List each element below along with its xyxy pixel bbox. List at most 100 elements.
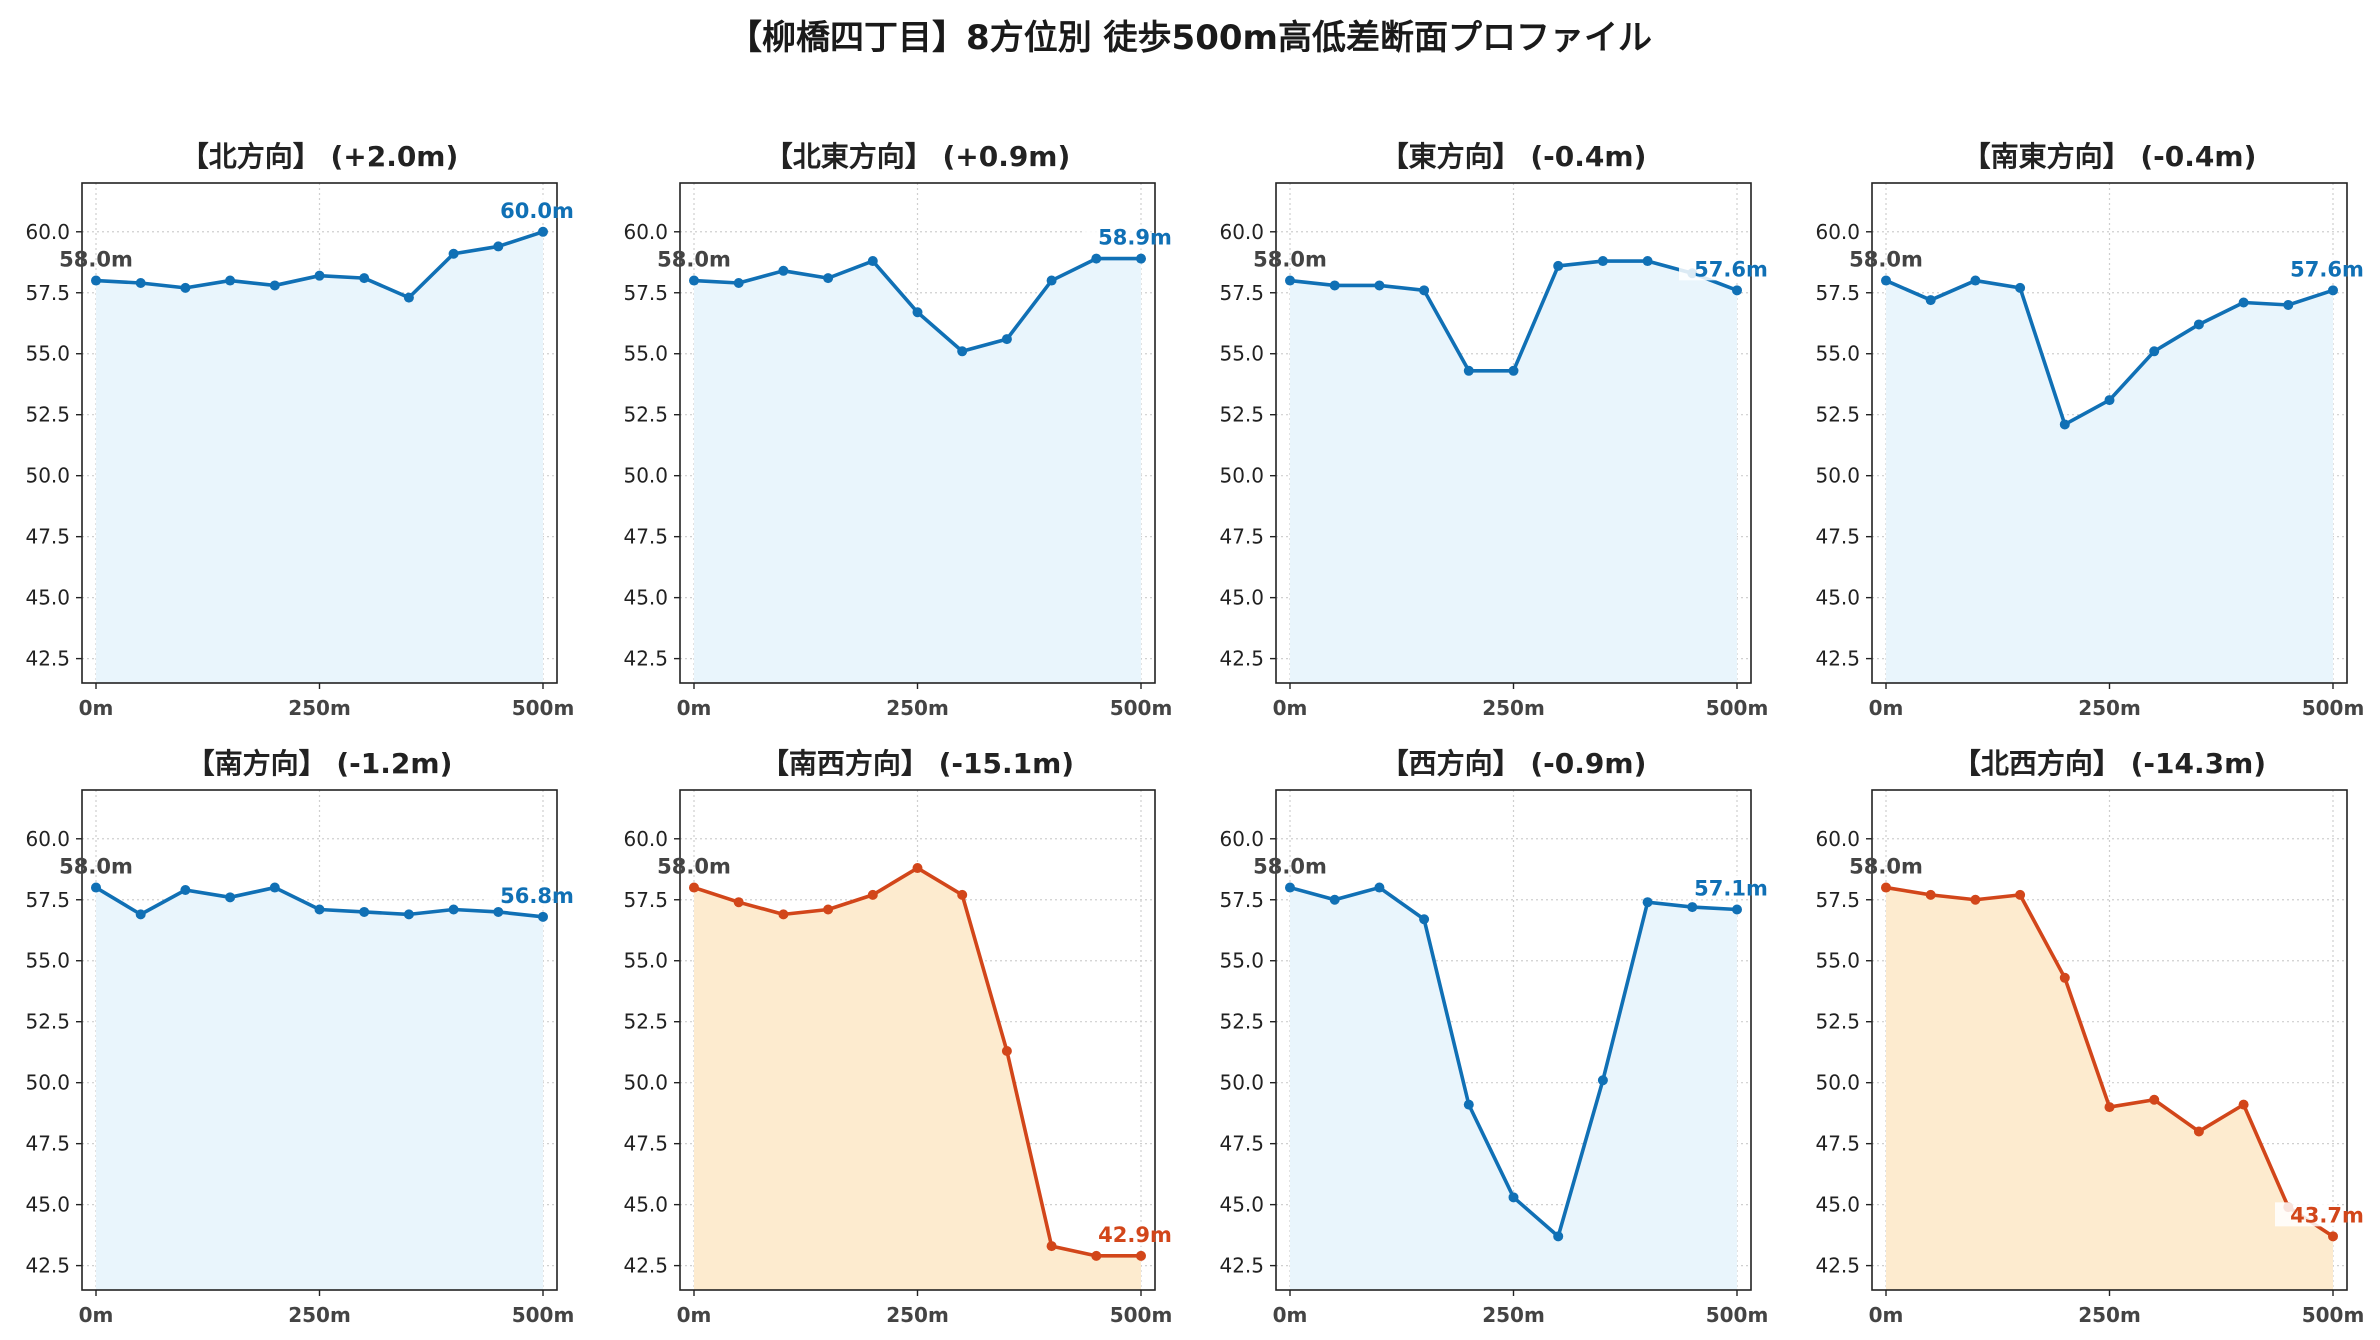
- panel-title: 【東方向】 (-0.4m): [1381, 140, 1647, 173]
- y-tick-label: 47.5: [623, 525, 668, 549]
- end-label-bg: [1679, 875, 1741, 900]
- data-point: [1925, 889, 1936, 900]
- y-tick-label: 42.5: [1815, 1254, 1860, 1278]
- data-point: [2193, 319, 2204, 330]
- start-label: 58.0m: [1253, 248, 1327, 272]
- data-point: [1046, 275, 1057, 286]
- start-label: 58.0m: [657, 248, 731, 272]
- data-point: [1642, 897, 1653, 908]
- data-point: [180, 885, 191, 895]
- x-tick-label: 250m: [288, 1303, 351, 1327]
- x-tick-label: 500m: [2302, 1303, 2365, 1327]
- y-tick-label: 52.5: [1219, 403, 1264, 427]
- data-point: [225, 275, 236, 286]
- data-point: [225, 892, 236, 903]
- end-label-bg: [2275, 1202, 2337, 1227]
- panel-1: 42.5 45.0 47.5 50.0 52.5 55.0 57.5 60.0 0m 250m 50…: [623, 140, 1172, 720]
- y-tick-label: 60.0: [1219, 827, 1264, 851]
- data-point: [823, 904, 834, 915]
- end-label: 57.6m: [1694, 257, 1768, 281]
- data-point: [1136, 253, 1146, 264]
- data-point: [1419, 285, 1430, 296]
- area-fill: [1290, 887, 1737, 1290]
- data-point: [1285, 882, 1295, 893]
- data-point: [2193, 1126, 2204, 1137]
- data-point: [1970, 275, 1981, 286]
- data-point: [2238, 297, 2249, 308]
- data-point: [912, 863, 923, 874]
- y-tick-label: 45.0: [1219, 586, 1264, 610]
- data-point: [2015, 282, 2026, 293]
- y-tick-label: 47.5: [1219, 525, 1264, 549]
- area-fill: [694, 868, 1141, 1290]
- end-label-bg: [485, 197, 547, 222]
- data-point: [2104, 395, 2115, 406]
- data-point: [1374, 280, 1385, 291]
- data-point: [1374, 882, 1385, 893]
- y-tick-label: 52.5: [1219, 1010, 1264, 1034]
- y-tick-label: 55.0: [25, 949, 70, 973]
- y-tick-label: 57.5: [623, 888, 668, 912]
- y-tick-label: 42.5: [1815, 647, 1860, 671]
- data-point: [957, 346, 968, 357]
- y-tick-label: 57.5: [623, 281, 668, 305]
- y-tick-label: 60.0: [25, 827, 70, 851]
- data-point: [1463, 365, 1474, 376]
- panel-title: 【南方向】 (-1.2m): [187, 747, 453, 780]
- data-point: [957, 889, 968, 900]
- y-tick-label: 50.0: [25, 1071, 70, 1095]
- data-point: [448, 904, 459, 915]
- data-point: [1329, 894, 1340, 905]
- y-tick-label: 60.0: [1219, 220, 1264, 244]
- y-tick-label: 52.5: [1815, 403, 1860, 427]
- y-tick-label: 50.0: [623, 1071, 668, 1095]
- panel-title: 【西方向】 (-0.9m): [1381, 747, 1647, 780]
- y-tick-label: 50.0: [1219, 464, 1264, 488]
- data-point: [1001, 334, 1012, 345]
- x-tick-label: 0m: [79, 1303, 114, 1327]
- x-tick-label: 0m: [79, 696, 114, 720]
- y-tick-label: 42.5: [1219, 1254, 1264, 1278]
- data-point: [1970, 894, 1981, 905]
- data-point: [689, 275, 699, 286]
- data-point: [1642, 256, 1653, 267]
- data-point: [2283, 299, 2294, 310]
- data-point: [1463, 1099, 1474, 1110]
- data-point: [1597, 1075, 1608, 1086]
- start-label: 58.0m: [59, 855, 133, 879]
- data-point: [1553, 1231, 1564, 1242]
- data-point: [2149, 346, 2160, 357]
- data-point: [538, 911, 548, 922]
- area-fill: [1886, 280, 2333, 683]
- data-point: [2328, 285, 2338, 296]
- end-label: 57.6m: [2290, 257, 2364, 281]
- data-point: [733, 897, 744, 908]
- data-point: [135, 278, 146, 288]
- data-point: [403, 909, 414, 920]
- data-point: [733, 278, 744, 288]
- end-label-bg: [485, 882, 547, 907]
- y-tick-label: 55.0: [1219, 342, 1264, 366]
- data-point: [1881, 882, 1891, 893]
- y-tick-label: 60.0: [25, 220, 70, 244]
- data-point: [1091, 1250, 1102, 1261]
- y-tick-label: 50.0: [1815, 1071, 1860, 1095]
- panel-3: 42.5 45.0 47.5 50.0 52.5 55.0 57.5 60.0 0m 250m 50…: [1815, 140, 2364, 720]
- x-tick-label: 250m: [1482, 696, 1545, 720]
- start-label: 58.0m: [1849, 248, 1923, 272]
- x-tick-label: 0m: [1273, 696, 1308, 720]
- x-tick-label: 500m: [512, 1303, 575, 1327]
- data-point: [689, 882, 699, 893]
- y-tick-label: 55.0: [1219, 949, 1264, 973]
- x-tick-label: 250m: [886, 1303, 949, 1327]
- data-point: [1925, 295, 1936, 306]
- y-tick-label: 60.0: [1815, 827, 1860, 851]
- y-tick-label: 47.5: [623, 1132, 668, 1156]
- y-tick-label: 57.5: [25, 281, 70, 305]
- y-tick-label: 57.5: [1815, 888, 1860, 912]
- end-label: 43.7m: [2290, 1203, 2364, 1227]
- start-label: 58.0m: [1849, 855, 1923, 879]
- data-point: [867, 889, 878, 900]
- y-tick-label: 45.0: [25, 586, 70, 610]
- data-point: [2238, 1099, 2249, 1110]
